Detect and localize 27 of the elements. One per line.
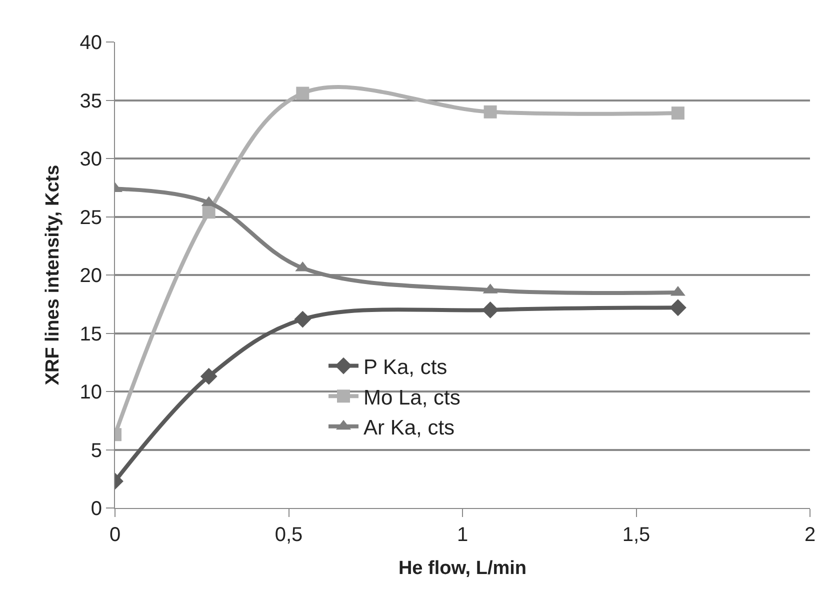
x-tick-label: 0 <box>109 524 121 546</box>
point <box>670 299 686 316</box>
point <box>671 106 684 120</box>
x-tick-label: 1,5 <box>622 524 650 546</box>
y-tick-label: 10 <box>80 382 102 404</box>
y-tick-label: 20 <box>80 265 102 287</box>
legend-label: P Ka, cts <box>364 356 448 379</box>
point <box>484 105 497 118</box>
point <box>294 310 312 328</box>
y-tick-label: 5 <box>90 440 102 462</box>
y-tick-label: 15 <box>80 323 102 346</box>
y-tick-label: 35 <box>80 90 102 112</box>
x-axis-title: He flow, L/min <box>398 558 527 579</box>
y-tick-label: 25 <box>80 206 102 229</box>
y-tick-label: 40 <box>80 32 102 54</box>
x-tick-label: 1 <box>456 524 468 546</box>
legend-label: Ar Ka, cts <box>364 416 455 440</box>
point <box>482 302 499 318</box>
y-axis-title: XRF lines intensity, Kcts <box>42 164 64 386</box>
point <box>296 86 310 100</box>
y-tick-label: 0 <box>90 498 102 520</box>
y-tick-label: 30 <box>80 148 102 170</box>
x-tick-label: 2 <box>804 524 816 546</box>
x-tick-label: 0,5 <box>274 524 303 546</box>
legend-label: Mo La, cts <box>364 386 460 410</box>
point <box>202 206 216 219</box>
point <box>200 368 218 385</box>
